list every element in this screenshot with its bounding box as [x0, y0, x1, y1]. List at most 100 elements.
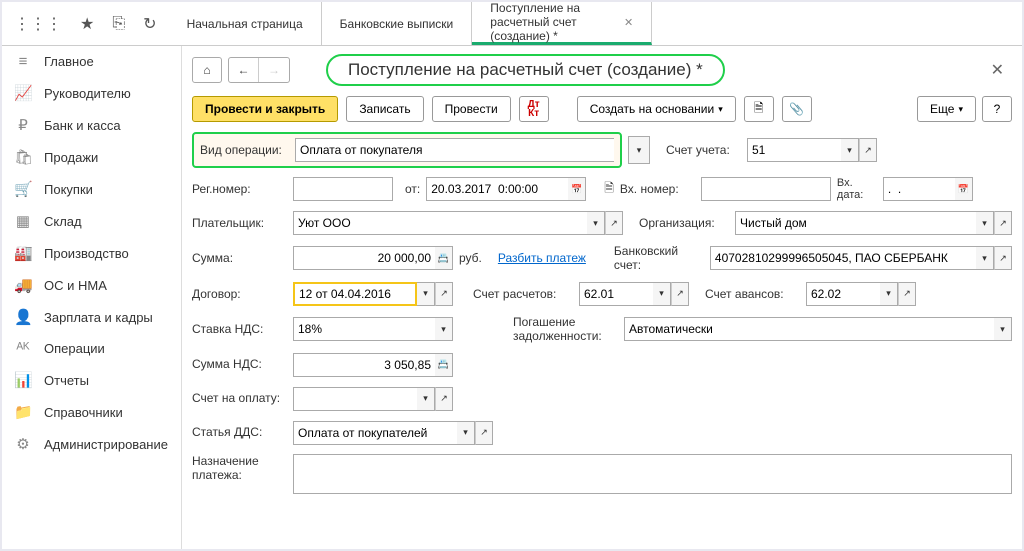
- bankacc-input[interactable]: [710, 246, 976, 270]
- indate-input[interactable]: [883, 177, 955, 201]
- regnum-input[interactable]: [293, 177, 393, 201]
- home-button[interactable]: ⌂: [192, 57, 222, 83]
- advanceacc-open[interactable]: ↗: [898, 282, 916, 306]
- save-button[interactable]: Записать: [346, 96, 423, 122]
- sidebar-label: Администрирование: [44, 437, 168, 452]
- tab-bank-statements[interactable]: Банковские выписки: [322, 2, 473, 45]
- debt-input[interactable]: [624, 317, 994, 341]
- vatsum-calc[interactable]: 📇: [435, 353, 453, 377]
- doc-icon-button[interactable]: 🗎: [744, 96, 774, 122]
- purpose-input[interactable]: [293, 454, 1012, 494]
- tab-receipt[interactable]: Поступление на расчетный счет (создание)…: [472, 2, 652, 45]
- dds-input[interactable]: [293, 421, 457, 445]
- payer-input[interactable]: [293, 211, 587, 235]
- post-button[interactable]: Провести: [432, 96, 511, 122]
- contract-open[interactable]: ↗: [435, 282, 453, 306]
- clipboard-icon[interactable]: ⎘: [108, 11, 129, 37]
- debt-label: Погашение задолженности:: [513, 315, 618, 344]
- bankacc-dropdown[interactable]: ▾: [976, 246, 994, 270]
- dds-open[interactable]: ↗: [475, 421, 493, 445]
- history-icon[interactable]: ↻: [139, 10, 160, 38]
- sidebar-item-3[interactable]: 🛍 Продажи: [2, 141, 181, 173]
- vatrate-input[interactable]: [293, 317, 435, 341]
- vatrate-dropdown[interactable]: ▾: [435, 317, 453, 341]
- innum-input[interactable]: [701, 177, 831, 201]
- sidebar-icon: 📁: [14, 403, 32, 421]
- sidebar-item-11[interactable]: 📁Справочники: [2, 396, 181, 428]
- settleacc-dropdown[interactable]: ▾: [653, 282, 671, 306]
- dk-button[interactable]: ДтКт: [519, 96, 549, 122]
- payacc-dropdown[interactable]: ▾: [417, 387, 435, 411]
- tab-home[interactable]: Начальная страница: [169, 2, 322, 45]
- dds-dropdown[interactable]: ▾: [457, 421, 475, 445]
- indate-picker[interactable]: 📅: [955, 177, 973, 201]
- more-button[interactable]: Еще▾: [917, 96, 976, 122]
- sidebar-item-2[interactable]: ₽Банк и касса: [2, 109, 181, 141]
- star-icon[interactable]: ★: [76, 10, 98, 38]
- org-open[interactable]: ↗: [994, 211, 1012, 235]
- sidebar-item-4[interactable]: 🛒Покупки: [2, 173, 181, 205]
- sidebar-icon: 🛍: [14, 148, 32, 166]
- payer-dropdown[interactable]: ▾: [587, 211, 605, 235]
- payer-open[interactable]: ↗: [605, 211, 623, 235]
- org-dropdown[interactable]: ▾: [976, 211, 994, 235]
- advanceacc-dropdown[interactable]: ▾: [880, 282, 898, 306]
- account-input[interactable]: [747, 138, 841, 162]
- sidebar-item-10[interactable]: 📊Отчеты: [2, 364, 181, 396]
- create-based-button[interactable]: Создать на основании▾: [577, 96, 736, 122]
- sidebar-label: Главное: [44, 54, 94, 69]
- apps-icon[interactable]: ⋮⋮⋮: [10, 10, 66, 38]
- org-input[interactable]: [735, 211, 976, 235]
- sidebar-icon: 📊: [14, 371, 32, 389]
- settleacc-input[interactable]: [579, 282, 653, 306]
- sidebar-item-0[interactable]: ≡Главное: [2, 46, 181, 77]
- payacc-input[interactable]: [293, 387, 417, 411]
- sidebar-label: ОС и НМА: [44, 278, 107, 293]
- help-button[interactable]: ?: [982, 96, 1012, 122]
- advanceacc-input[interactable]: [806, 282, 880, 306]
- from-date-input[interactable]: [426, 177, 568, 201]
- payacc-open[interactable]: ↗: [435, 387, 453, 411]
- post-and-close-button[interactable]: Провести и закрыть: [192, 96, 338, 122]
- vatrate-label: Ставка НДС:: [192, 322, 287, 336]
- account-dropdown[interactable]: ▾: [841, 138, 859, 162]
- top-bar: ⋮⋮⋮ ★ ⎘ ↻ Начальная страница Банковские …: [2, 2, 1022, 46]
- account-open[interactable]: ↗: [859, 138, 877, 162]
- op-type-dropdown[interactable]: ▾: [628, 136, 650, 164]
- from-label: от:: [405, 182, 420, 196]
- sidebar-icon: ▦: [14, 212, 32, 230]
- form: Вид операции: ▾ Счет учета: ▾ ↗ Рег.номе…: [192, 132, 1012, 494]
- debt-dropdown[interactable]: ▾: [994, 317, 1012, 341]
- sidebar-icon: 📈: [14, 84, 32, 102]
- settleacc-open[interactable]: ↗: [671, 282, 689, 306]
- contract-input[interactable]: [293, 282, 417, 306]
- close-page-button[interactable]: ✕: [983, 56, 1012, 84]
- sidebar-item-5[interactable]: ▦Склад: [2, 205, 181, 237]
- attach-button[interactable]: 📎: [782, 96, 812, 122]
- vatsum-input[interactable]: [293, 353, 435, 377]
- content: ⌂ ← → Поступление на расчетный счет (соз…: [182, 46, 1022, 549]
- top-icons: ⋮⋮⋮ ★ ⎘ ↻: [2, 2, 169, 45]
- sidebar-item-8[interactable]: 👤Зарплата и кадры: [2, 301, 181, 333]
- back-button[interactable]: ←: [229, 58, 259, 82]
- sidebar-item-9[interactable]: ᴬᴷОперации: [2, 333, 181, 364]
- sidebar-icon: 🏭: [14, 244, 32, 262]
- sidebar-item-7[interactable]: 🚚ОС и НМА: [2, 269, 181, 301]
- sidebar-item-12[interactable]: ⚙Администрирование: [2, 428, 181, 460]
- sidebar-item-1[interactable]: 📈Руководителю: [2, 77, 181, 109]
- sidebar-icon: ₽: [14, 116, 32, 134]
- bankacc-open[interactable]: ↗: [994, 246, 1012, 270]
- innum-label: Вх. номер:: [620, 182, 695, 196]
- indate-label: Вх. дата:: [837, 177, 877, 201]
- split-payment-link[interactable]: Разбить платеж: [498, 251, 586, 265]
- op-type-input[interactable]: [295, 138, 614, 162]
- sum-calc[interactable]: 📇: [435, 246, 453, 270]
- nav-group: ← →: [228, 57, 290, 83]
- close-icon[interactable]: ✕: [624, 16, 633, 29]
- contract-dropdown[interactable]: ▾: [417, 282, 435, 306]
- sum-input[interactable]: [293, 246, 435, 270]
- forward-button[interactable]: →: [259, 58, 289, 82]
- sidebar-label: Продажи: [44, 150, 98, 165]
- sidebar-item-6[interactable]: 🏭Производство: [2, 237, 181, 269]
- from-date-picker[interactable]: 📅: [568, 177, 586, 201]
